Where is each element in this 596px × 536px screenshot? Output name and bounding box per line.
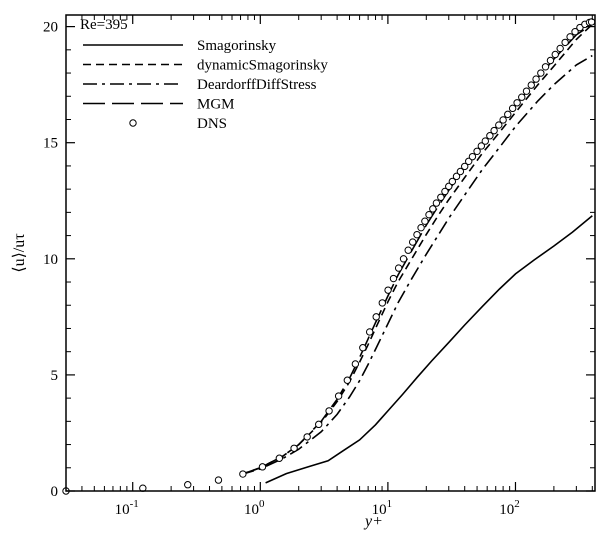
x-axis-label-text: y+ — [363, 513, 383, 530]
dns-point — [504, 110, 512, 119]
dns-point — [522, 87, 531, 95]
legend-dns-label: DNS — [197, 116, 227, 132]
dns-point — [490, 126, 498, 135]
dns-point — [499, 116, 507, 124]
dns-point — [513, 99, 521, 107]
dns-point — [372, 313, 380, 321]
dns-point — [541, 63, 550, 71]
dns-point — [486, 132, 494, 140]
dns-point — [477, 142, 486, 150]
x-tick-label: 102 — [499, 498, 520, 518]
series-deardorffdiffstress-line — [240, 54, 593, 476]
dns-point — [448, 177, 457, 186]
dns-point — [546, 56, 555, 65]
dns-point — [518, 93, 526, 101]
dns-point — [537, 69, 545, 77]
dns-point — [184, 481, 192, 489]
dns-point — [258, 463, 267, 471]
x-tick-label: 10-1 — [115, 498, 139, 518]
dns-point — [441, 187, 449, 196]
dns-point — [468, 152, 477, 161]
dns-point — [275, 454, 284, 462]
y-axis-label: ⟨u⟩/uτ — [11, 233, 28, 273]
dns-point — [425, 210, 433, 219]
dns-point — [566, 33, 574, 41]
dns-point — [465, 157, 473, 165]
dns-point — [325, 407, 333, 415]
dns-point — [461, 162, 469, 171]
dns-point — [587, 18, 596, 26]
dns-point — [571, 28, 579, 36]
dns-point — [365, 328, 374, 336]
dns-point — [239, 470, 247, 478]
dns-point — [408, 238, 417, 246]
legend-dynamicsmagorinsky-label: dynamicSmagorinsky — [197, 58, 328, 74]
dns-point — [527, 81, 535, 89]
dns-point — [359, 344, 367, 352]
dns-point — [429, 205, 437, 213]
dns-point — [351, 360, 360, 368]
dns-point — [417, 223, 425, 232]
legend: Re=395 Smagorinsky dynamicSmagorinsky Dear… — [80, 17, 328, 132]
legend-deardorffdiffstress-label: DeardorffDiffStress — [197, 77, 317, 93]
dns-point — [413, 230, 421, 239]
dns-point — [561, 38, 569, 47]
dns-point — [473, 147, 481, 155]
dns-point — [378, 299, 386, 307]
legend-smagorinsky-label: Smagorinsky — [197, 38, 277, 54]
legend-mgm-label: MGM — [197, 97, 235, 113]
dns-point — [214, 476, 223, 484]
series-smagorinsky-line — [265, 215, 593, 484]
dns-point — [456, 167, 465, 176]
plot-area — [62, 18, 596, 495]
axes: 0 5 10 15 20 10-1 100 101 102 — [43, 15, 595, 518]
dns-point — [389, 274, 398, 283]
plot-frame — [65, 14, 596, 492]
x-tick-label: 101 — [372, 498, 393, 518]
dns-point — [343, 376, 352, 384]
dns-point — [452, 172, 461, 181]
legend-title: Re=395 — [80, 17, 128, 33]
dns-point — [404, 246, 412, 254]
dns-point — [315, 420, 323, 429]
legend-dns-marker — [129, 119, 137, 127]
dns-point — [481, 137, 489, 145]
dns-point — [495, 121, 503, 129]
y-tick-label: 15 — [43, 136, 58, 152]
dns-point — [303, 433, 311, 441]
dns-point — [445, 182, 453, 191]
x-tick-label: 100 — [244, 498, 265, 518]
y-tick-label: 10 — [43, 252, 58, 268]
dns-point — [334, 392, 343, 400]
dns-point — [399, 255, 408, 263]
dns-point — [508, 104, 517, 113]
y-tick-label: 5 — [51, 368, 59, 384]
dns-point — [290, 444, 298, 452]
dns-point — [437, 193, 445, 201]
dns-point — [532, 75, 540, 83]
dns-point — [384, 286, 392, 294]
x-axis-label: y+ — [363, 513, 383, 530]
dns-point — [421, 217, 429, 225]
y-tick-label: 20 — [43, 20, 58, 36]
dns-point — [432, 199, 441, 207]
dns-point — [551, 50, 559, 59]
dns-point — [394, 264, 403, 272]
y-tick-label: 0 — [51, 484, 59, 500]
dns-point — [556, 44, 564, 53]
